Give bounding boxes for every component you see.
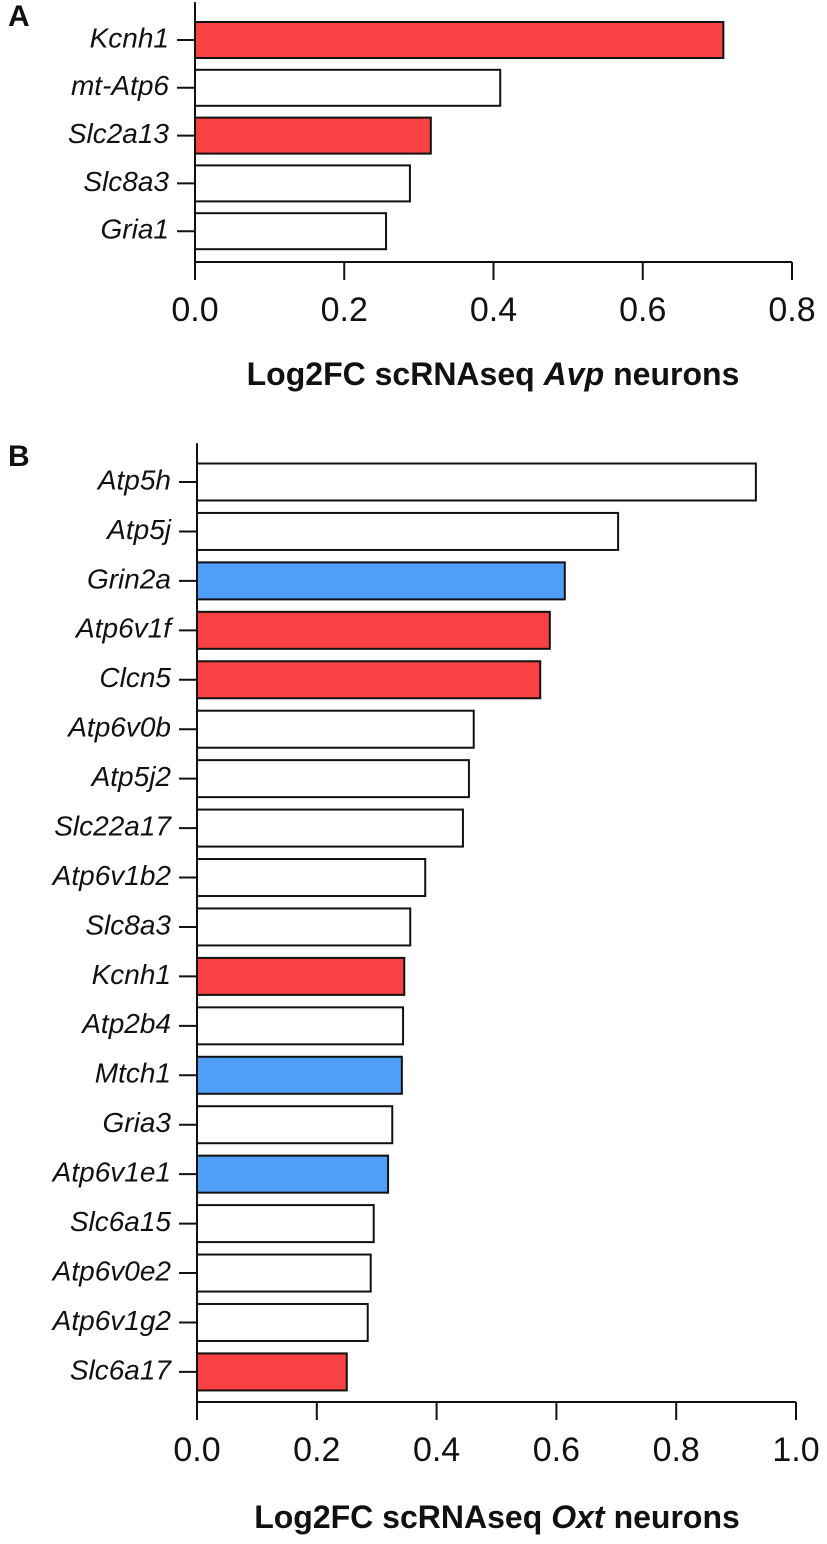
y-tick-label: Slc22a17: [54, 810, 172, 841]
y-tick-label: Atp6v0e2: [51, 1255, 172, 1286]
y-tick-label: Atp6v1g2: [51, 1305, 172, 1336]
y-tick-label: Gria3: [103, 1107, 172, 1138]
x-axis-title: Log2FC scRNAseq Oxt neurons: [254, 1499, 740, 1535]
bar: [196, 1154, 390, 1194]
x-axis-title: Log2FC scRNAseq Avp neurons: [247, 356, 740, 392]
y-tick-label: Kcnh1: [90, 22, 169, 53]
bar: [196, 709, 475, 749]
bar: [194, 116, 432, 155]
bar: [196, 808, 464, 848]
x-tick-label: 0.0: [171, 291, 218, 329]
x-tick-label: 0.4: [413, 1431, 460, 1469]
x-tick-label: 0.6: [619, 291, 666, 329]
y-tick-label: Grin2a: [87, 563, 171, 594]
y-tick-label: Atp5j: [105, 514, 172, 545]
y-tick-label: Slc6a15: [70, 1206, 172, 1237]
y-tick-label: Atp5h: [96, 464, 171, 495]
bar: [196, 660, 542, 700]
bar: [196, 1006, 405, 1046]
x-tick-label: 0.0: [173, 1431, 220, 1469]
bar: [194, 21, 725, 59]
x-tick-label: 0.6: [533, 1431, 580, 1469]
bar: [196, 511, 620, 551]
y-tick-label: Clcn5: [99, 662, 171, 693]
y-tick-label: Kcnh1: [92, 959, 171, 990]
x-tick-label: 1.0: [772, 1431, 819, 1469]
y-tick-label: Mtch1: [95, 1058, 171, 1089]
y-tick-label: Atp6v1e1: [51, 1157, 171, 1188]
y-tick-label: Slc2a13: [68, 118, 170, 149]
y-tick-label: mt-Atp6: [71, 70, 169, 101]
y-tick-label: Atp5j2: [90, 761, 172, 792]
x-tick-label: 0.8: [653, 1431, 700, 1469]
x-axis-title-part: Log2FC scRNAseq: [247, 356, 535, 392]
bar: [196, 1352, 348, 1392]
x-tick-label: 0.2: [293, 1431, 340, 1469]
x-axis-title-part: neurons: [613, 356, 739, 392]
x-axis-title-part: neurons: [614, 1499, 740, 1535]
x-tick-label: 0.8: [768, 291, 815, 329]
bar: [196, 462, 757, 502]
y-tick-label: Slc6a17: [70, 1354, 173, 1385]
bar: [196, 1302, 369, 1342]
bar: [196, 907, 412, 947]
x-tick-label: 0.4: [470, 291, 517, 329]
bar: [194, 68, 502, 107]
y-tick-label: Atp6v1f: [74, 613, 174, 644]
y-tick-label: Atp2b4: [80, 1008, 171, 1039]
x-axis-title-part: Avp: [543, 356, 604, 392]
panel-label: A: [8, 0, 30, 33]
bar: [196, 1105, 394, 1145]
bar: [196, 1204, 375, 1244]
y-tick-label: Gria1: [101, 214, 169, 245]
panel-label: B: [8, 440, 30, 473]
y-tick-label: Slc8a3: [83, 166, 169, 197]
y-tick-label: Atp6v1b2: [51, 860, 172, 891]
y-tick-label: Atp6v0b: [66, 712, 171, 743]
bar: [196, 858, 427, 898]
x-axis-title-part: Oxt: [551, 1499, 606, 1535]
bar: [196, 1055, 403, 1095]
bar: [196, 956, 406, 996]
x-tick-label: 0.2: [321, 291, 368, 329]
bar: [194, 212, 388, 251]
y-tick-label: Slc8a3: [85, 909, 171, 940]
bar: [196, 610, 551, 650]
bar: [196, 1253, 372, 1293]
bar: [194, 164, 411, 203]
bar: [196, 561, 566, 601]
x-axis-title-part: Log2FC scRNAseq: [254, 1499, 542, 1535]
bar: [196, 759, 470, 799]
